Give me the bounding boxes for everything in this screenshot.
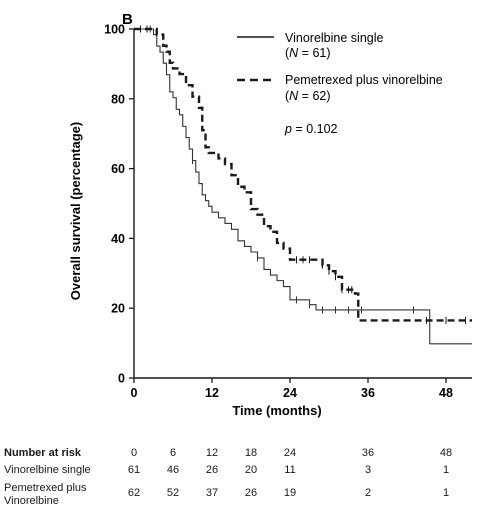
risk-cell: 37 <box>205 487 219 499</box>
x-tick-label: 48 <box>439 386 453 400</box>
x-tick-label: 0 <box>131 386 138 400</box>
risk-cell: 2 <box>364 487 372 499</box>
y-ticks: 0 20 40 60 80 100 <box>104 23 134 386</box>
risk-time-header: 48 <box>439 447 453 459</box>
p-value-annotation: p = 0.102 <box>284 122 338 136</box>
y-tick-label: 60 <box>111 162 125 176</box>
risk-cell: 62 <box>127 487 141 499</box>
x-axis-title: Time (months) <box>232 403 321 418</box>
risk-time-header: 24 <box>283 447 297 459</box>
legend-label-pemetrexed-plus-vinorelbine: Pemetrexed plus vinorelbine <box>285 73 443 87</box>
risk-cell: 1 <box>442 464 450 476</box>
risk-row-label-vinorelbine-single: Vinorelbine single <box>4 464 91 476</box>
risk-time-header: 36 <box>361 447 375 459</box>
x-tick-label: 24 <box>283 386 297 400</box>
risk-cell: 46 <box>166 464 180 476</box>
risk-time-header: 18 <box>244 447 258 459</box>
x-ticks: 0 12 24 36 48 <box>131 378 453 400</box>
survival-chart: B 0 20 40 60 80 100 0 12 24 36 48 Time (months) O… <box>68 11 472 418</box>
curve-vinorelbine-single <box>134 28 472 345</box>
plot-area: 0 20 40 60 80 100 0 12 24 36 48 <box>104 23 472 400</box>
risk-table-header: Number at risk <box>4 447 82 459</box>
risk-cell: 3 <box>364 464 372 476</box>
y-tick-label: 40 <box>111 232 125 246</box>
risk-row-label-pemetrexed-plus-vinorelbine: Pemetrexed plus Vinorelbine <box>4 482 87 507</box>
y-tick-label: 20 <box>111 302 125 316</box>
legend-n-vinorelbine-single: (N = 61) <box>285 46 331 60</box>
y-tick-label: 80 <box>111 92 125 106</box>
legend: Vinorelbine single (N = 61) Pemetrexed p… <box>237 31 443 136</box>
x-tick-label: 12 <box>205 386 219 400</box>
y-tick-label: 0 <box>118 372 125 386</box>
risk-cell: 26 <box>244 487 258 499</box>
risk-time-header: 6 <box>169 447 177 459</box>
x-tick-label: 36 <box>361 386 375 400</box>
risk-cell: 20 <box>244 464 258 476</box>
y-axis-title: Overall survival (percentage) <box>68 122 83 300</box>
legend-label-vinorelbine-single: Vinorelbine single <box>285 31 383 45</box>
survival-curves <box>134 25 472 345</box>
risk-cell: 26 <box>205 464 219 476</box>
risk-cell: 61 <box>127 464 141 476</box>
risk-cell: 52 <box>166 487 180 499</box>
legend-n-pemetrexed-plus-vinorelbine: (N = 62) <box>285 89 331 103</box>
panel-letter: B <box>122 11 133 28</box>
risk-time-header: 12 <box>205 447 219 459</box>
y-tick-label: 100 <box>104 23 125 37</box>
risk-time-header: 0 <box>130 447 138 459</box>
risk-cell: 19 <box>283 487 297 499</box>
risk-cell: 11 <box>284 464 296 476</box>
risk-cell: 1 <box>442 487 450 499</box>
